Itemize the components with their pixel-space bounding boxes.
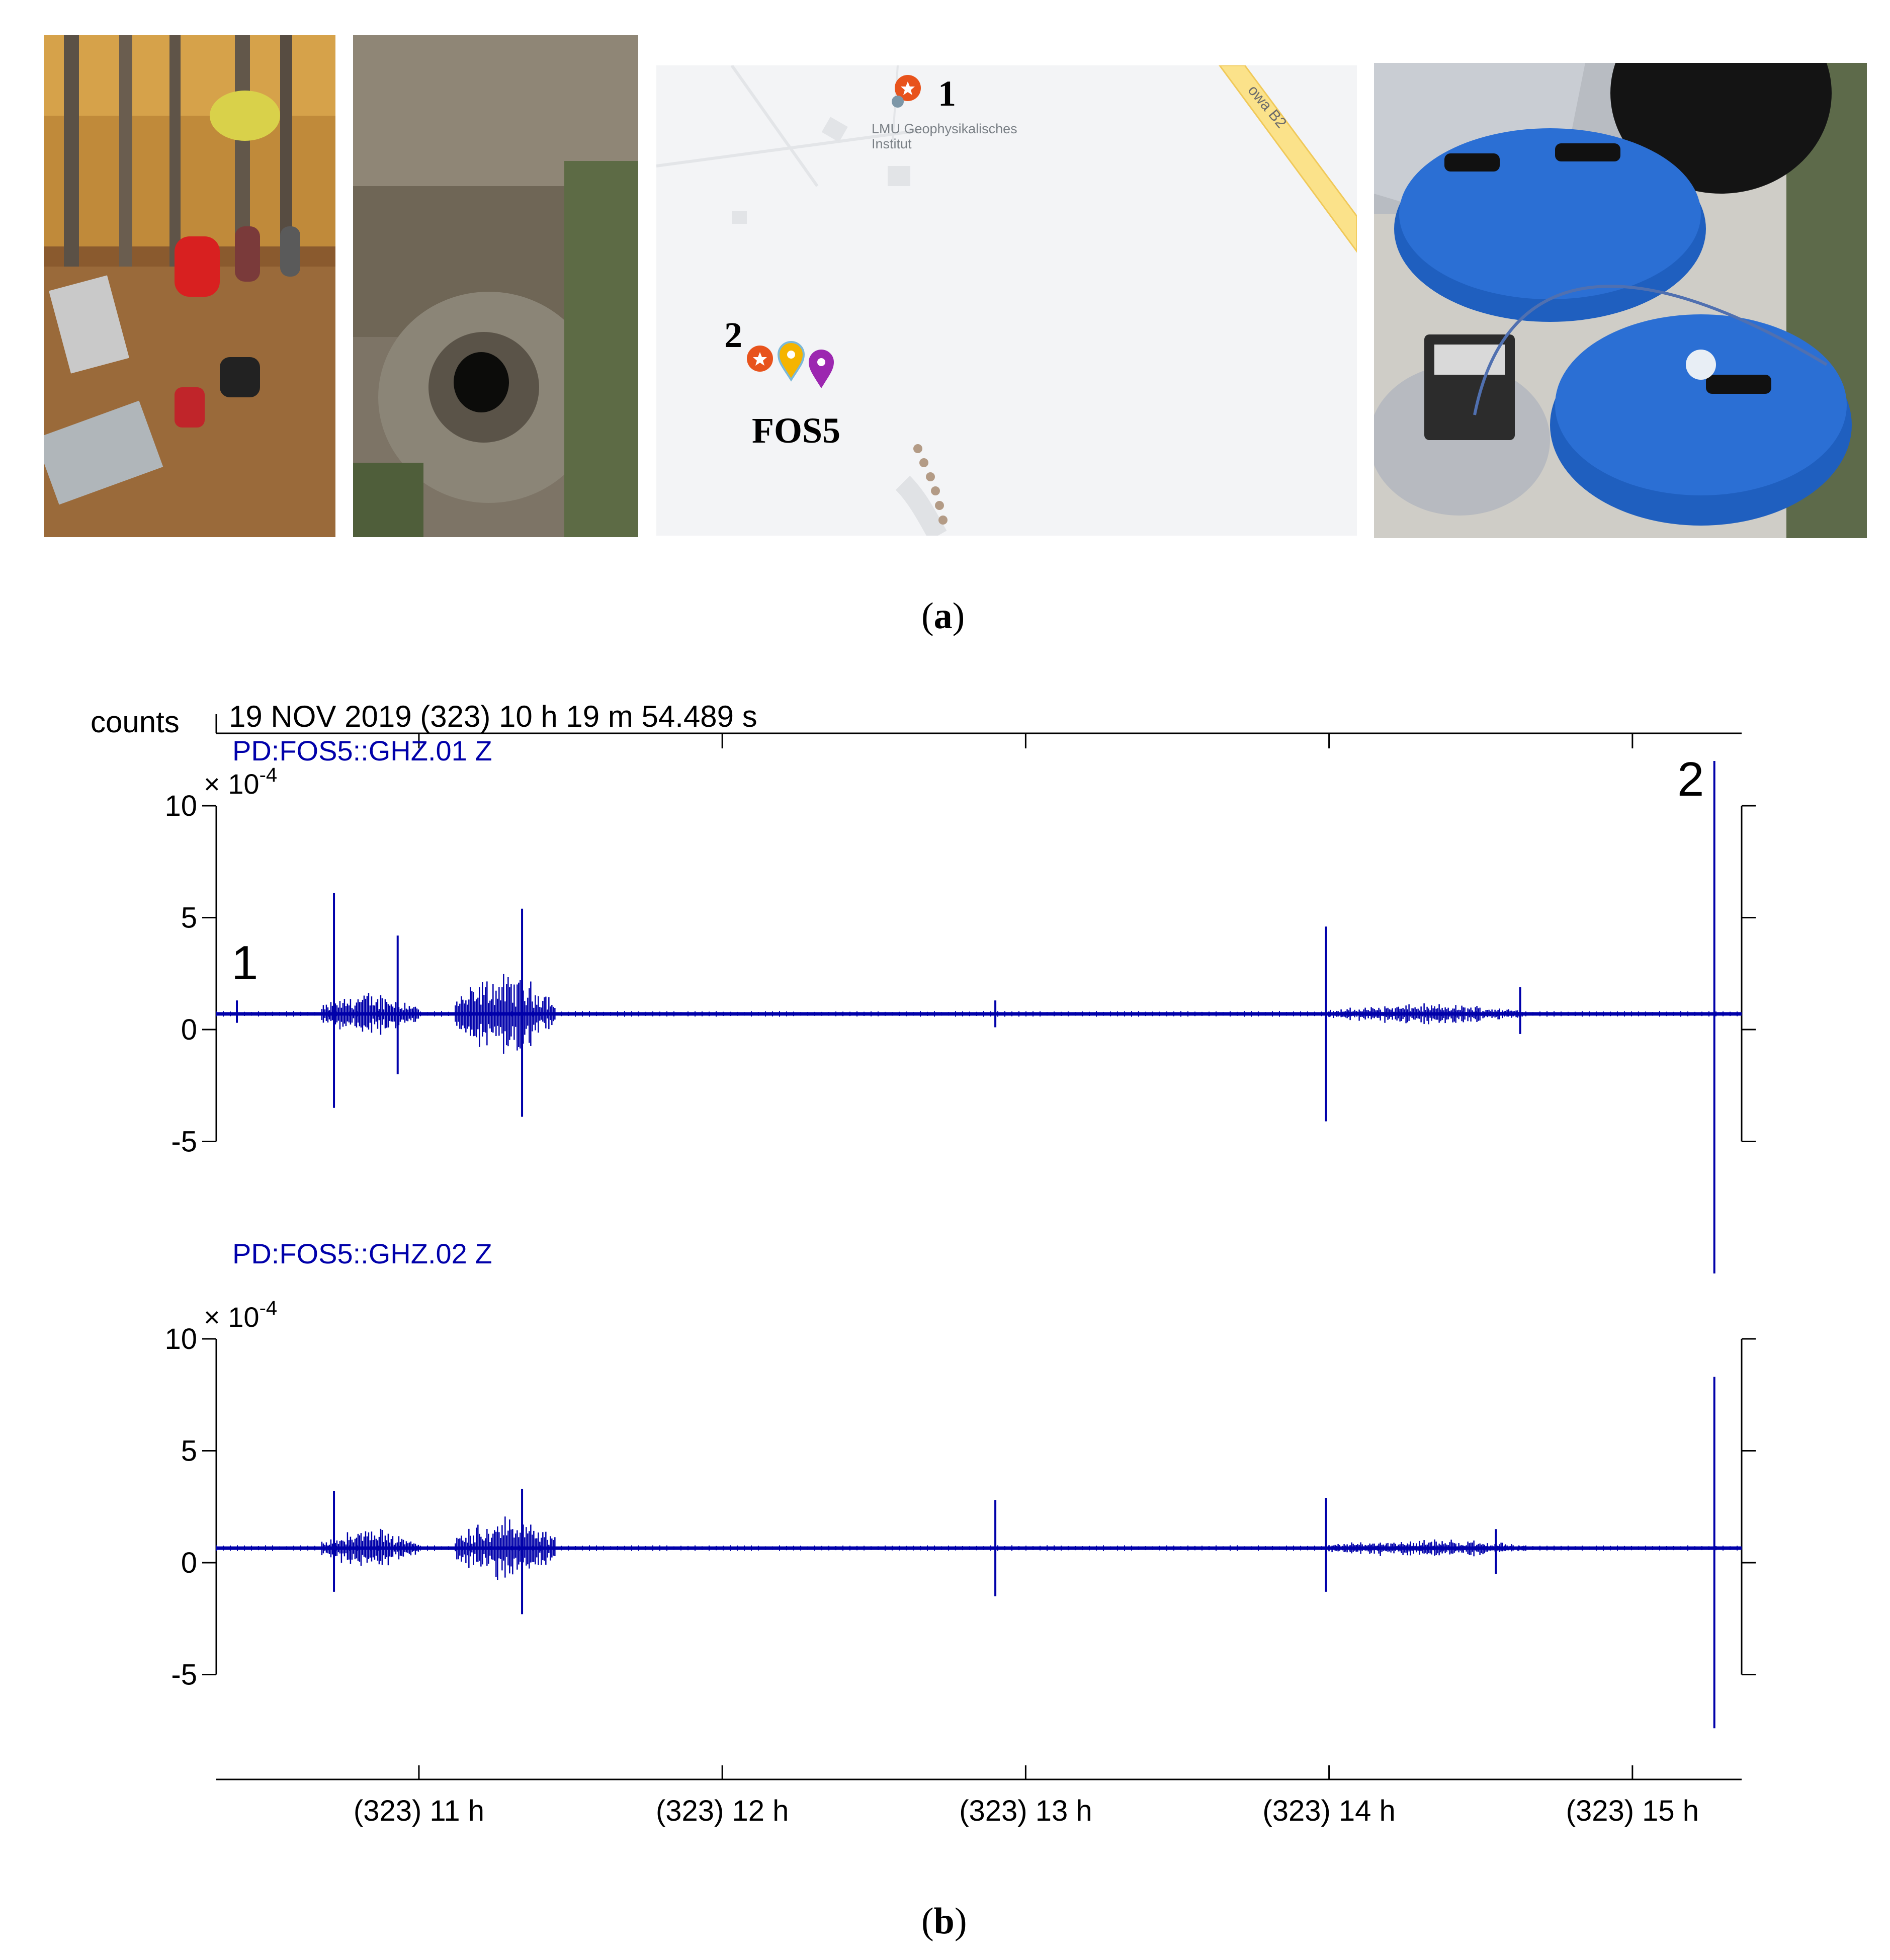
channel-label-1: PD:FOS5::GHZ.01 Z xyxy=(232,735,492,766)
y-tick-label: 0 xyxy=(181,1013,197,1046)
pin-yellow-icon xyxy=(777,341,805,382)
location-map: owa B2 1 LMU Geophysikalisches Institut … xyxy=(656,65,1357,536)
counts-label: counts xyxy=(91,705,180,739)
seismogram-chart: (323) 11 h (323) 12 h (323) 13 h (323) 14 h… xyxy=(91,700,1756,1827)
photo-seismometers xyxy=(1374,63,1867,538)
event-label-2: 2 xyxy=(1677,752,1704,806)
header-time: 19 NOV 2019 (323) 10 h 19 m 54.489 s xyxy=(229,700,757,733)
time-axis-tick-label: (323) 13 h xyxy=(959,1795,1092,1827)
event-label-1: 1 xyxy=(231,936,258,990)
trace-burst xyxy=(455,1516,556,1580)
trace-burst xyxy=(455,974,556,1054)
y-tick-label: 0 xyxy=(181,1547,197,1579)
caption-a: (a) xyxy=(921,595,965,637)
y-tick-label: 5 xyxy=(181,902,197,934)
pin-purple-icon xyxy=(809,350,834,388)
y-tick-label: 5 xyxy=(181,1435,197,1468)
scale-label-1: × 10-4 xyxy=(204,764,277,800)
poi-marker-2-icon xyxy=(747,346,773,372)
channel-label-2: PD:FOS5::GHZ.02 Z xyxy=(232,1238,492,1269)
y-tick-label: 10 xyxy=(164,790,197,822)
road-markers xyxy=(913,444,948,525)
time-axis-tick-label: (323) 15 h xyxy=(1566,1795,1699,1827)
time-axis-tick-label: (323) 12 h xyxy=(656,1795,789,1827)
institute-name: LMU Geophysikalisches xyxy=(872,121,1017,136)
photo-sensor-hole xyxy=(353,35,638,537)
poi-marker-1-icon xyxy=(892,75,921,108)
map-label-1: 1 xyxy=(938,73,956,114)
time-axis-tick-label: (323) 11 h xyxy=(354,1795,484,1827)
caption-b: (b) xyxy=(921,1901,967,1942)
map-label-2: 2 xyxy=(724,315,742,355)
photo-forest-field-team xyxy=(44,35,335,537)
y-tick-label: 10 xyxy=(164,1323,197,1355)
time-axis-tick-label: (323) 14 h xyxy=(1262,1795,1395,1827)
trace-noise xyxy=(216,1011,1738,1017)
station-label: FOS5 xyxy=(752,410,840,451)
y-tick-label: -5 xyxy=(171,1659,197,1691)
trace-burst xyxy=(321,993,419,1035)
institute-name-line2: Institut xyxy=(872,136,912,151)
trace-noise xyxy=(216,1545,1738,1551)
scale-label-2: × 10-4 xyxy=(204,1297,277,1333)
y-tick-label: -5 xyxy=(171,1126,197,1158)
